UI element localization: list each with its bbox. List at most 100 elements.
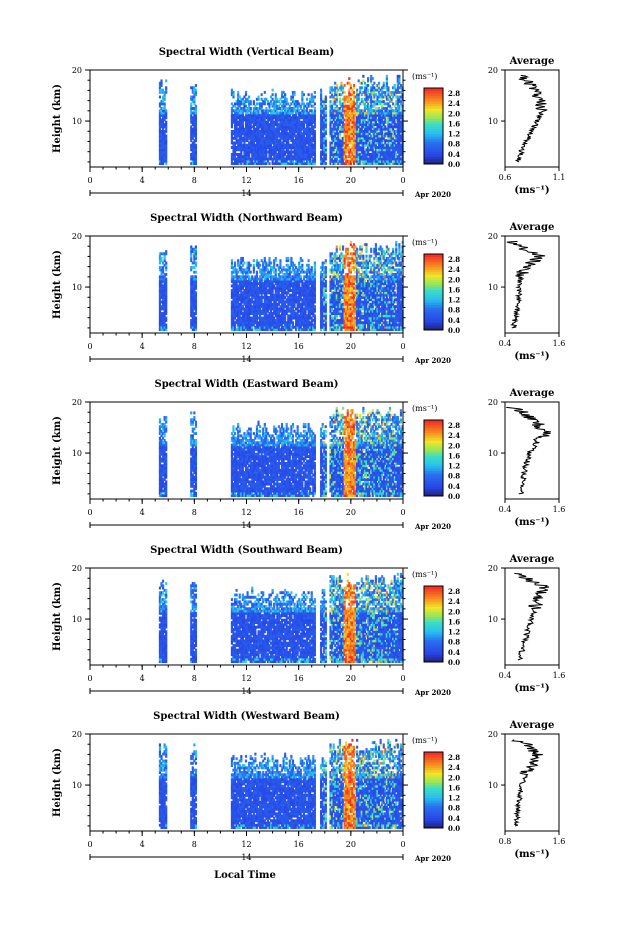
heatmap-cell — [193, 162, 196, 166]
heatmap-cell — [302, 113, 305, 117]
heatmap-cell — [244, 143, 248, 147]
heatmap-cell — [230, 93, 234, 97]
heatmap-cell — [160, 146, 163, 149]
heatmap-cell — [244, 155, 248, 159]
heatmap-cell — [291, 107, 295, 110]
heatmap-cell — [191, 150, 194, 154]
heatmap-cell — [274, 97, 277, 101]
heatmap-cell — [244, 129, 248, 133]
heatmap-cell — [271, 157, 274, 161]
heatmap-cell — [165, 123, 168, 126]
heatmap-cell — [246, 132, 249, 136]
heatmap-cell — [279, 127, 282, 131]
heatmap-cell — [276, 139, 279, 143]
heatmap-cell — [265, 134, 268, 138]
heatmap-cell — [235, 118, 238, 122]
heatmap-cell — [280, 104, 284, 108]
heatmap-cell — [280, 125, 284, 129]
heatmap-cell — [233, 125, 237, 129]
heatmap-cell — [291, 139, 295, 143]
heatmap-cell — [280, 143, 284, 147]
heatmap-cell — [158, 157, 162, 161]
heatmap-cell — [280, 109, 284, 113]
heatmap-cell — [291, 136, 295, 140]
heatmap-cell — [284, 95, 287, 99]
heatmap-cell — [299, 143, 302, 147]
heatmap-cell — [233, 116, 237, 120]
heatmap-cell — [290, 97, 293, 101]
heatmap-cell — [257, 155, 260, 159]
heatmap-cell — [248, 152, 251, 156]
heatmap-cell — [191, 159, 194, 163]
heatmap-cell — [263, 109, 266, 113]
heatmap-cell — [194, 157, 198, 161]
heatmap-cell — [291, 143, 295, 147]
heatmap-cell — [296, 162, 299, 166]
heatmap-cell — [265, 120, 268, 124]
heatmap-cell — [161, 134, 165, 138]
heatmap-cell — [257, 123, 260, 126]
heatmap-cell — [191, 123, 194, 126]
heatmap-cell — [194, 111, 198, 115]
heatmap-cell — [240, 152, 243, 156]
heatmap-cell — [298, 129, 301, 133]
heatmap-cell — [249, 125, 252, 129]
heatmap-cell — [257, 143, 260, 147]
heatmap-cell — [263, 139, 266, 143]
heatmap-cell — [288, 127, 291, 131]
heatmap-cell — [194, 155, 198, 159]
heatmap-cell — [257, 109, 260, 113]
heatmap-cell — [274, 148, 277, 152]
heatmap-cell — [299, 155, 302, 159]
heatmap-cell — [279, 152, 282, 156]
heatmap-cell — [190, 120, 193, 124]
heatmap-cell — [265, 141, 268, 145]
heatmap-cell — [271, 104, 274, 108]
heatmap-cell — [279, 136, 282, 140]
heatmap-cell — [255, 152, 259, 156]
heatmap-cell — [160, 134, 163, 138]
heatmap-cell — [277, 143, 280, 147]
heatmap-cell — [194, 113, 198, 117]
heatmap-cell — [254, 150, 257, 154]
heatmap-cell — [161, 127, 165, 131]
heatmap-cell — [160, 107, 163, 110]
heatmap-cell — [302, 139, 305, 143]
heatmap-cell — [248, 132, 251, 136]
heatmap-cell — [287, 152, 290, 156]
heatmap-cell — [263, 90, 266, 94]
heatmap-cell — [298, 146, 301, 149]
heatmap-cell — [243, 136, 246, 140]
heatmap-cell — [263, 127, 266, 131]
heatmap-cell — [257, 141, 260, 145]
heatmap-cell — [298, 150, 301, 154]
heatmap-cell — [238, 111, 241, 115]
heatmap-cell — [287, 150, 290, 154]
heatmap-cell — [288, 143, 291, 147]
heatmap-cell — [255, 159, 259, 163]
heatmap-cell — [240, 139, 243, 143]
heatmap-cell — [232, 136, 235, 140]
heatmap-cell — [265, 123, 268, 126]
heatmap-cell — [271, 162, 274, 166]
heatmap-cell — [269, 127, 273, 131]
heatmap-cell — [295, 136, 298, 140]
heatmap-cell — [161, 100, 165, 104]
heatmap-cell — [251, 152, 254, 156]
heatmap-cell — [287, 107, 290, 110]
heatmap-cell — [268, 136, 271, 140]
heatmap-cell — [251, 111, 254, 115]
heatmap-cell — [298, 111, 301, 115]
heatmap-cell — [237, 111, 240, 115]
panel-1: Spectral Width (Northward Beam)2010Heigh… — [52, 213, 565, 365]
heatmap-cell — [288, 116, 291, 120]
heatmap-cell — [190, 132, 193, 136]
heatmap-cell — [268, 148, 271, 152]
heatmap-cell — [284, 118, 287, 122]
heatmap-cell — [246, 139, 249, 143]
heatmap-cell — [255, 141, 259, 145]
heatmap-cell — [235, 102, 238, 106]
heatmap-cell — [244, 123, 248, 126]
heatmap-cell — [193, 109, 196, 113]
heatmap-cell — [260, 123, 263, 126]
